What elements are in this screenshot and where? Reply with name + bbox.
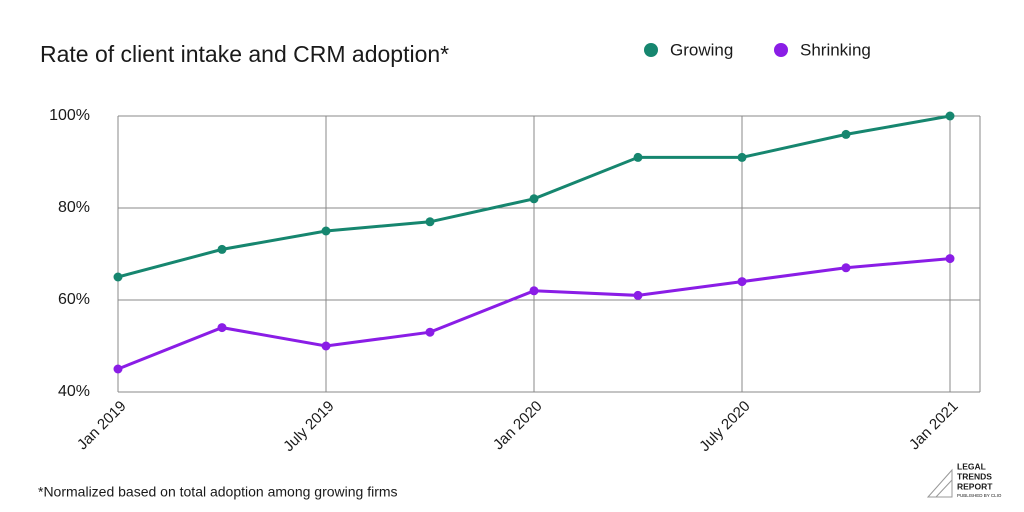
point (945, 111, 955, 121)
point (633, 152, 643, 162)
logo-line: REPORT (957, 481, 993, 491)
series (113, 254, 955, 374)
point (113, 364, 123, 374)
footnote: *Normalized based on total adoption amon… (38, 484, 398, 500)
y-tick-label: 60% (58, 291, 90, 308)
y-tick-label: 80% (58, 199, 90, 216)
series (113, 111, 955, 282)
logo: LEGAL TRENDS REPORT PUBLISHED BY CLIO (926, 461, 1002, 498)
legend-label: Growing (670, 40, 733, 59)
logo-line: LEGAL (957, 461, 986, 471)
legend-label: Shrinking (800, 40, 871, 59)
point (217, 244, 227, 254)
point (737, 277, 747, 287)
point (217, 323, 227, 333)
logo-line: TRENDS (957, 471, 992, 481)
logo-sub: PUBLISHED BY CLIO (957, 493, 1002, 498)
point (945, 254, 955, 264)
y-tick-label: 100% (49, 107, 90, 124)
point (425, 327, 435, 337)
point (529, 194, 539, 204)
y-tick-label: 40% (58, 383, 90, 400)
point (633, 290, 643, 300)
point (737, 152, 747, 162)
legend-marker (774, 43, 788, 57)
point (425, 217, 435, 227)
point (321, 341, 331, 351)
point (529, 286, 539, 296)
chart-title: Rate of client intake and CRM adoption* (40, 41, 449, 67)
point (321, 226, 331, 236)
legend-marker (644, 43, 658, 57)
point (841, 263, 851, 273)
point (113, 272, 123, 282)
point (841, 129, 851, 139)
